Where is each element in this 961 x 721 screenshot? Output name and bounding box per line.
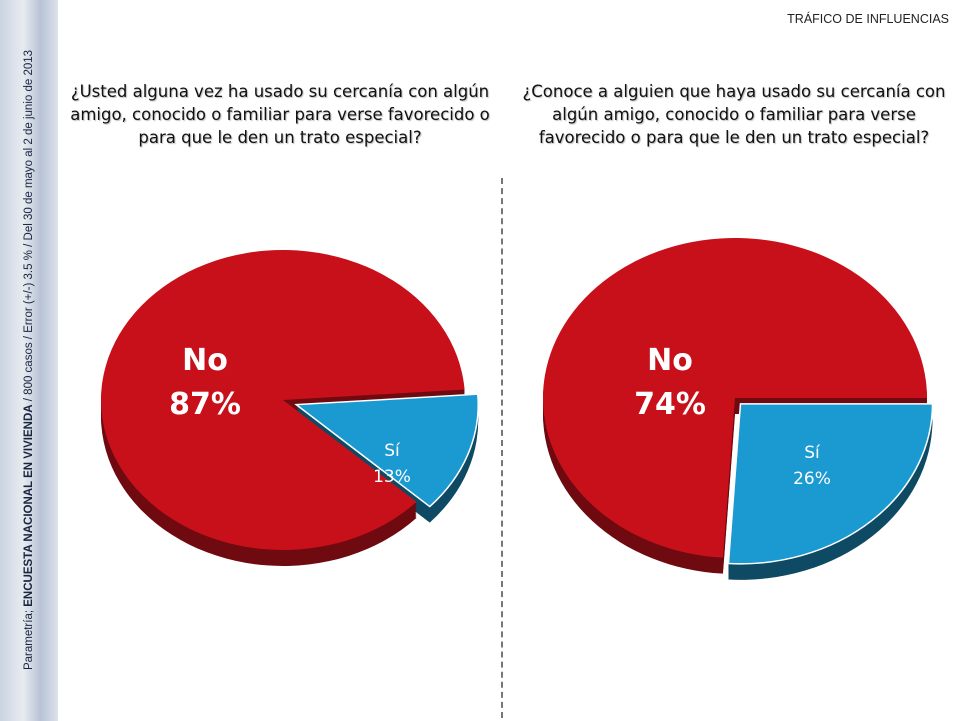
question-2-title: ¿Conoce a alguien que haya usado su cerc… — [522, 82, 946, 147]
pie-2-si-value: 26% — [793, 469, 831, 489]
pie-2-si-label: Sí — [804, 443, 821, 463]
pie-1-si-label: Sí — [384, 441, 401, 461]
pie-2-no-value: 74% — [634, 387, 706, 422]
pie-1-no-label: No — [182, 343, 228, 378]
pie-1-slice-no — [101, 249, 465, 550]
pie-2-slice-no — [543, 238, 927, 558]
pie-1-si-value: 13% — [373, 467, 411, 487]
pie-2-no-label: No — [647, 343, 693, 378]
pie-1-slice-si — [294, 393, 479, 508]
section-title: TRÁFICO DE INFLUENCIAS — [787, 12, 949, 26]
pie-1-no-value: 87% — [169, 387, 241, 422]
question-1-title: ¿Usted alguna vez ha usado su cercanía c… — [70, 82, 490, 147]
sidebar-decoration: Parametría; ENCUESTA NACIONAL EN VIVIEND… — [0, 0, 58, 721]
divider — [501, 178, 503, 718]
pie-2-slice-si — [727, 403, 934, 565]
